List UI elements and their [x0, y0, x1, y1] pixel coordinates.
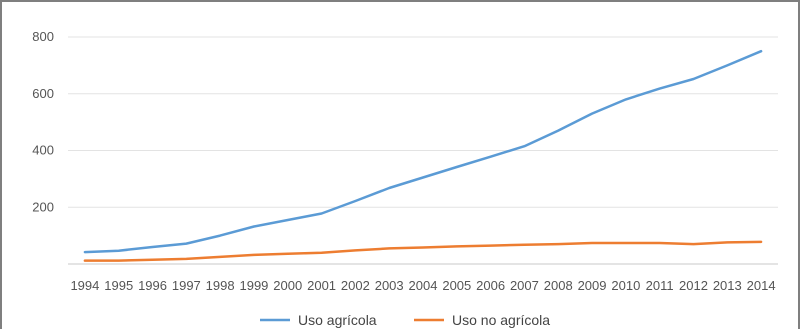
x-tick-label: 2003 [375, 278, 404, 293]
x-tick-label: 2011 [646, 278, 674, 293]
y-tick-label: 400 [32, 143, 54, 158]
legend-label: Uso no agrícola [452, 312, 550, 328]
x-tick-label: 2007 [510, 278, 539, 293]
x-tick-label: 2000 [273, 278, 302, 293]
x-tick-label: 1994 [70, 278, 99, 293]
series-line [83, 49, 763, 254]
x-tick-label: 2010 [611, 278, 640, 293]
legend-label: Uso agrícola [298, 312, 377, 328]
series-line [83, 240, 763, 262]
x-tick-label: 2004 [409, 278, 438, 293]
x-tick-label: 1997 [172, 278, 201, 293]
legend: Uso agrícola Uso no agrícola [260, 312, 550, 328]
x-tick-label: 1996 [138, 278, 167, 293]
x-axis-ticks: 1994 1995 1996 1997 1998 1999 2000 2001 2002 2003… [70, 278, 775, 293]
x-tick-label: 2001 [307, 278, 336, 293]
x-tick-label: 2002 [341, 278, 370, 293]
x-tick-label: 2013 [713, 278, 742, 293]
x-tick-label: 1999 [239, 278, 268, 293]
x-tick-label: 1995 [104, 278, 133, 293]
x-tick-label: 2006 [476, 278, 505, 293]
y-axis-ticks: 200 400 600 800 [32, 29, 54, 214]
x-tick-label: 2012 [679, 278, 708, 293]
y-tick-label: 800 [32, 29, 54, 44]
x-tick-label: 2005 [442, 278, 471, 293]
grid-lines [68, 36, 778, 265]
x-tick-label: 2008 [544, 278, 573, 293]
y-tick-label: 600 [32, 86, 54, 101]
x-tick-label: 2009 [578, 278, 607, 293]
series-lines [83, 49, 763, 262]
x-tick-label: 2014 [747, 278, 776, 293]
y-tick-label: 200 [32, 199, 54, 214]
x-tick-label: 1998 [206, 278, 235, 293]
